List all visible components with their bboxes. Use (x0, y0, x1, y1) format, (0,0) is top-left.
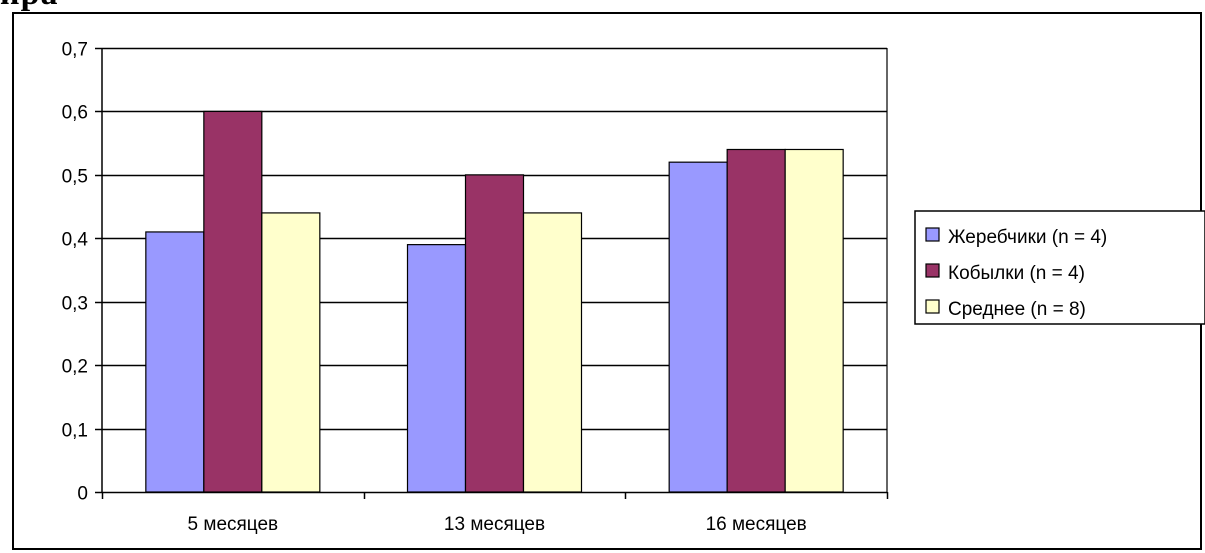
cut-off-heading-text: ира (0, 0, 200, 14)
legend-box (914, 210, 1205, 325)
bars (145, 110, 844, 493)
y-tick-label: 0,7 (62, 40, 88, 61)
y-tick-label: 0 (77, 484, 88, 505)
legend: Жеребчики (n = 4) Кобылки (n = 4) Среднее … (914, 210, 1205, 325)
legend-swatch (925, 263, 940, 278)
x-tick-label: 5 месяцев (188, 514, 279, 535)
tick-labels: 0 0,1 0,2 0,3 0,4 0,5 0,6 0,7 5 месяцев 13 месяце… (62, 40, 807, 536)
y-tick-label: 0,1 (62, 421, 88, 442)
bar-3-1 (261, 212, 321, 493)
bar-2-2 (464, 174, 525, 493)
bar-1-2 (406, 244, 467, 493)
y-tick-label: 0,6 (62, 103, 88, 124)
bar-2-3 (726, 148, 786, 493)
axes (95, 47, 889, 499)
legend-swatch (925, 227, 940, 242)
legend-label: Среднее (n = 8) (948, 299, 1086, 320)
legend-swatch (925, 299, 940, 314)
bar-1-3 (668, 161, 728, 493)
bar-2-1 (203, 110, 263, 493)
y-tick-label: 0,3 (62, 294, 88, 315)
y-tick-label: 0,5 (62, 167, 88, 188)
legend-label: Кобылки (n = 4) (948, 263, 1085, 284)
bar-1-1 (145, 231, 205, 493)
bar-3-2 (522, 212, 583, 493)
y-tick-label: 0,4 (62, 230, 89, 251)
bar-3-3 (784, 148, 844, 493)
y-tick-label: 0,2 (62, 357, 88, 378)
x-tick-label: 16 месяцев (706, 514, 807, 535)
legend-label: Жеребчики (n = 4) (948, 227, 1107, 248)
x-tick-label: 13 месяцев (444, 514, 545, 535)
cut-off-heading: ира (0, 0, 200, 14)
